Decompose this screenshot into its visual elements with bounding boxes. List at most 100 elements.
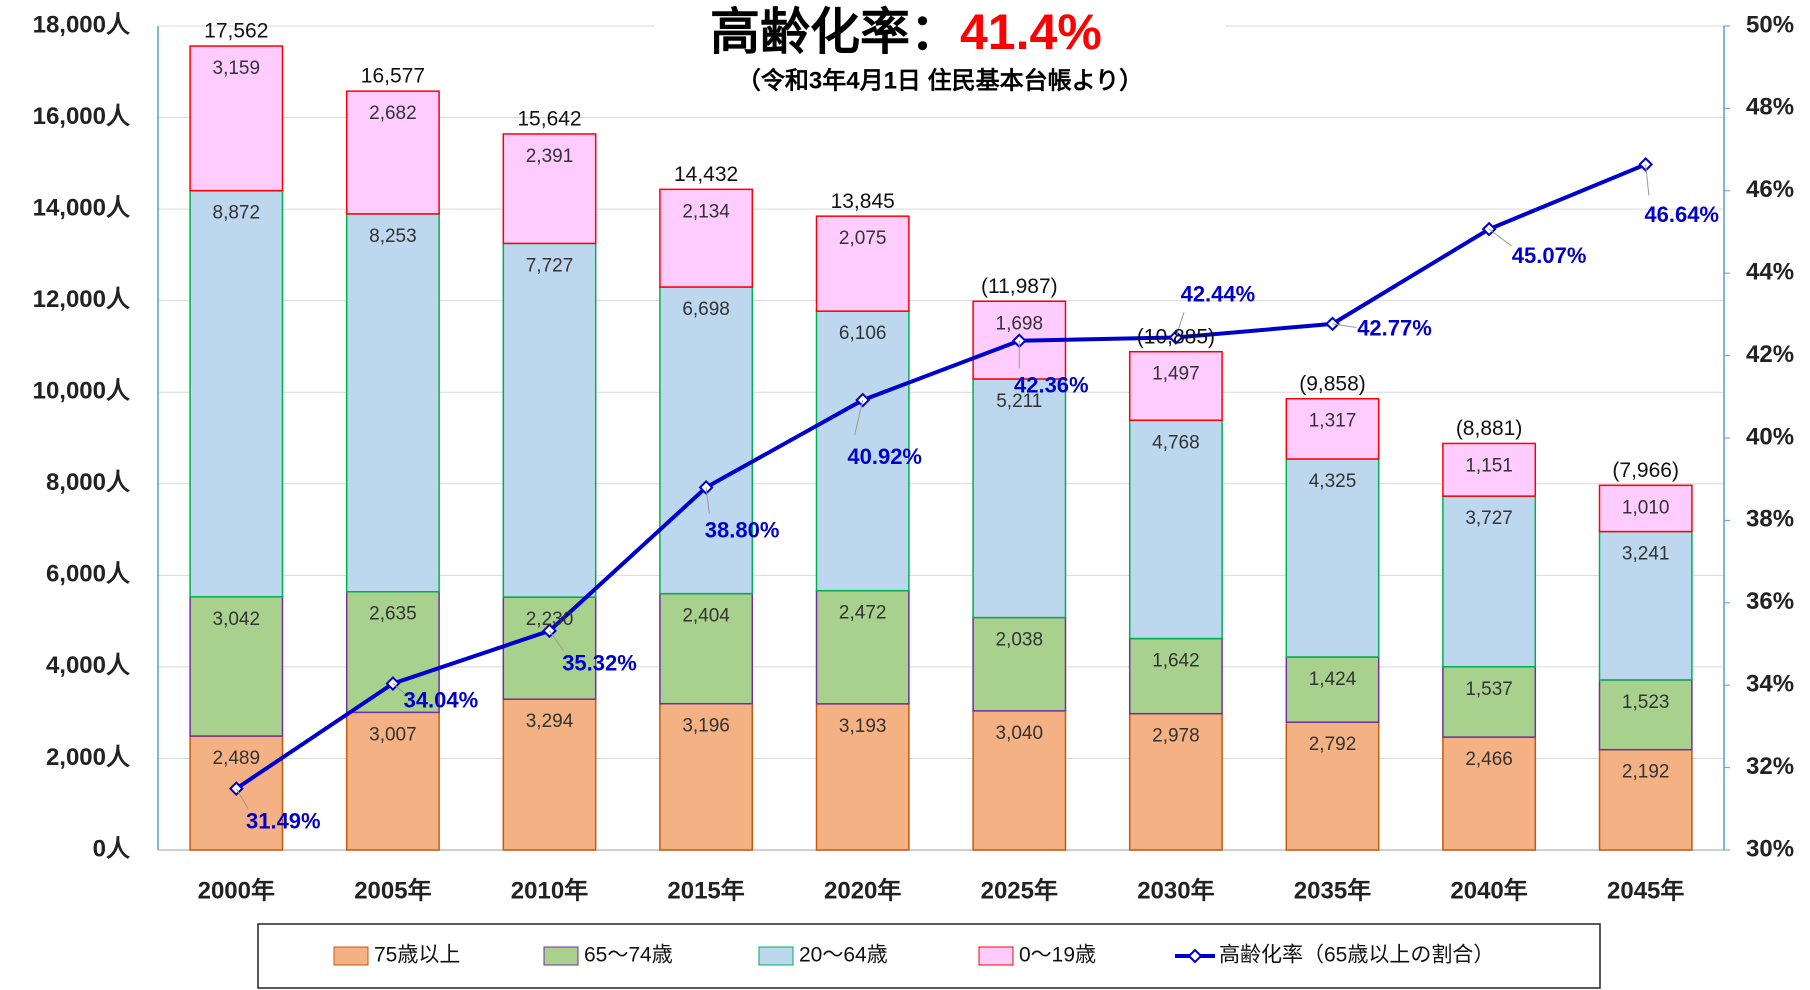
y2-tick-label: 40%	[1746, 423, 1794, 450]
x-tick-label: 2045年	[1607, 876, 1684, 904]
subtitle: （令和3年4月1日 住民基本台帳より）	[737, 66, 1143, 94]
legend-swatch	[979, 947, 1013, 965]
segment-label: 1,523	[1622, 692, 1670, 713]
y2-tick-label: 30%	[1746, 835, 1794, 862]
legend-swatch	[544, 947, 578, 965]
segment-label: 3,007	[369, 724, 417, 745]
segment-label: 1,642	[1152, 651, 1200, 672]
y2-tick-label: 36%	[1746, 588, 1794, 615]
y-tick-label: 0人	[93, 835, 130, 862]
segment-label: 2,404	[682, 606, 730, 627]
segment-label: 2,978	[1152, 726, 1200, 747]
total-label: 13,845	[831, 190, 895, 213]
segment-label: 1,497	[1152, 364, 1200, 385]
y-tick-label: 14,000人	[33, 194, 130, 221]
y-tick-label: 18,000人	[33, 11, 130, 38]
total-label: (10,885)	[1137, 325, 1215, 348]
segment-label: 2,792	[1309, 734, 1357, 755]
bar-segment	[190, 191, 282, 597]
rate-label: 45.07%	[1512, 243, 1587, 268]
segment-label: 2,466	[1465, 749, 1513, 770]
rate-label: 34.04%	[404, 687, 479, 712]
x-tick-label: 2025年	[981, 876, 1058, 904]
total-label: (7,966)	[1612, 459, 1679, 482]
y2-tick-label: 46%	[1746, 176, 1794, 203]
rate-label: 42.77%	[1357, 316, 1432, 341]
legend-swatch	[759, 947, 793, 965]
segment-label: 2,472	[839, 603, 887, 624]
bar-segment	[347, 214, 439, 592]
segment-label: 2,075	[839, 228, 887, 249]
segment-label: 2,635	[369, 604, 417, 625]
rate-label: 42.44%	[1181, 281, 1256, 306]
rate-label: 38.80%	[705, 517, 780, 542]
segment-label: 1,698	[996, 313, 1044, 334]
bar-segment	[1443, 667, 1535, 737]
x-tick-label: 2040年	[1450, 876, 1527, 904]
y2-tick-label: 50%	[1746, 11, 1794, 38]
y-tick-label: 12,000人	[33, 286, 130, 313]
segment-label: 2,230	[526, 609, 574, 630]
segment-label: 1,317	[1309, 411, 1357, 432]
segment-label: 1,537	[1465, 679, 1513, 700]
total-label: 17,562	[204, 20, 268, 43]
segment-label: 1,424	[1309, 669, 1357, 690]
headline: 高齢化率：41.4%	[710, 4, 1102, 60]
x-tick-label: 2015年	[667, 876, 744, 904]
y-tick-label: 4,000人	[46, 652, 130, 679]
segment-label: 4,325	[1309, 471, 1357, 492]
segment-label: 7,727	[526, 255, 574, 276]
segment-label: 3,042	[213, 609, 261, 630]
segment-label: 3,727	[1465, 508, 1513, 529]
rate-label: 42.36%	[1014, 373, 1089, 398]
segment-label: 3,159	[213, 58, 261, 79]
rate-label: 40.92%	[847, 444, 922, 469]
segment-label: 2,391	[526, 146, 574, 167]
segment-label: 2,489	[213, 748, 261, 769]
segment-label: 6,106	[839, 323, 887, 344]
segment-label: 6,698	[682, 299, 730, 320]
segment-label: 2,192	[1622, 762, 1670, 783]
total-label: (8,881)	[1456, 417, 1523, 440]
total-label: 15,642	[517, 107, 581, 130]
total-label: 14,432	[674, 163, 738, 186]
y2-tick-label: 48%	[1746, 94, 1794, 121]
y2-tick-label: 44%	[1746, 259, 1794, 286]
segment-label: 3,294	[526, 711, 574, 732]
chart: 高齢化率：41.4% （令和3年4月1日 住民基本台帳より） 0人2,000人4…	[0, 0, 1810, 990]
segment-label: 1,010	[1622, 497, 1670, 518]
x-tick-label: 2030年	[1137, 876, 1214, 904]
x-tick-label: 2020年	[824, 876, 901, 904]
bar-segment	[1130, 352, 1222, 421]
rate-label: 31.49%	[246, 808, 321, 833]
segment-label: 3,040	[996, 723, 1044, 744]
segment-label: 3,196	[682, 716, 730, 737]
bar-segment	[973, 379, 1065, 618]
segment-label: 2,134	[682, 201, 730, 222]
legend-label: 0～19歳	[1019, 944, 1096, 967]
y-tick-label: 16,000人	[33, 103, 130, 130]
segment-label: 2,038	[996, 630, 1044, 651]
segment-label: 8,253	[369, 226, 417, 247]
y-tick-label: 6,000人	[46, 561, 130, 588]
legend-label: 65～74歳	[584, 944, 673, 967]
x-tick-label: 2010年	[511, 876, 588, 904]
y2-tick-label: 38%	[1746, 506, 1794, 533]
y-tick-label: 10,000人	[33, 378, 130, 405]
x-tick-label: 2000年	[198, 876, 275, 904]
legend-label: 高齢化率（65歳以上の割合）	[1219, 944, 1494, 967]
headline-value: 41.4%	[960, 4, 1102, 60]
rate-label: 46.64%	[1644, 202, 1719, 227]
x-tick-label: 2035年	[1294, 876, 1371, 904]
x-tick-label: 2005年	[354, 876, 431, 904]
segment-label: 8,872	[213, 203, 261, 224]
legend-label: 75歳以上	[374, 944, 460, 967]
y2-tick-label: 32%	[1746, 753, 1794, 780]
total-label: (9,858)	[1299, 372, 1366, 395]
y2-tick-label: 34%	[1746, 671, 1794, 698]
segment-label: 3,193	[839, 716, 887, 737]
legend-swatch	[334, 947, 368, 965]
legend-label: 20～64歳	[799, 944, 888, 967]
headline-label: 高齢化率：	[710, 4, 960, 60]
segment-label: 2,682	[369, 103, 417, 124]
